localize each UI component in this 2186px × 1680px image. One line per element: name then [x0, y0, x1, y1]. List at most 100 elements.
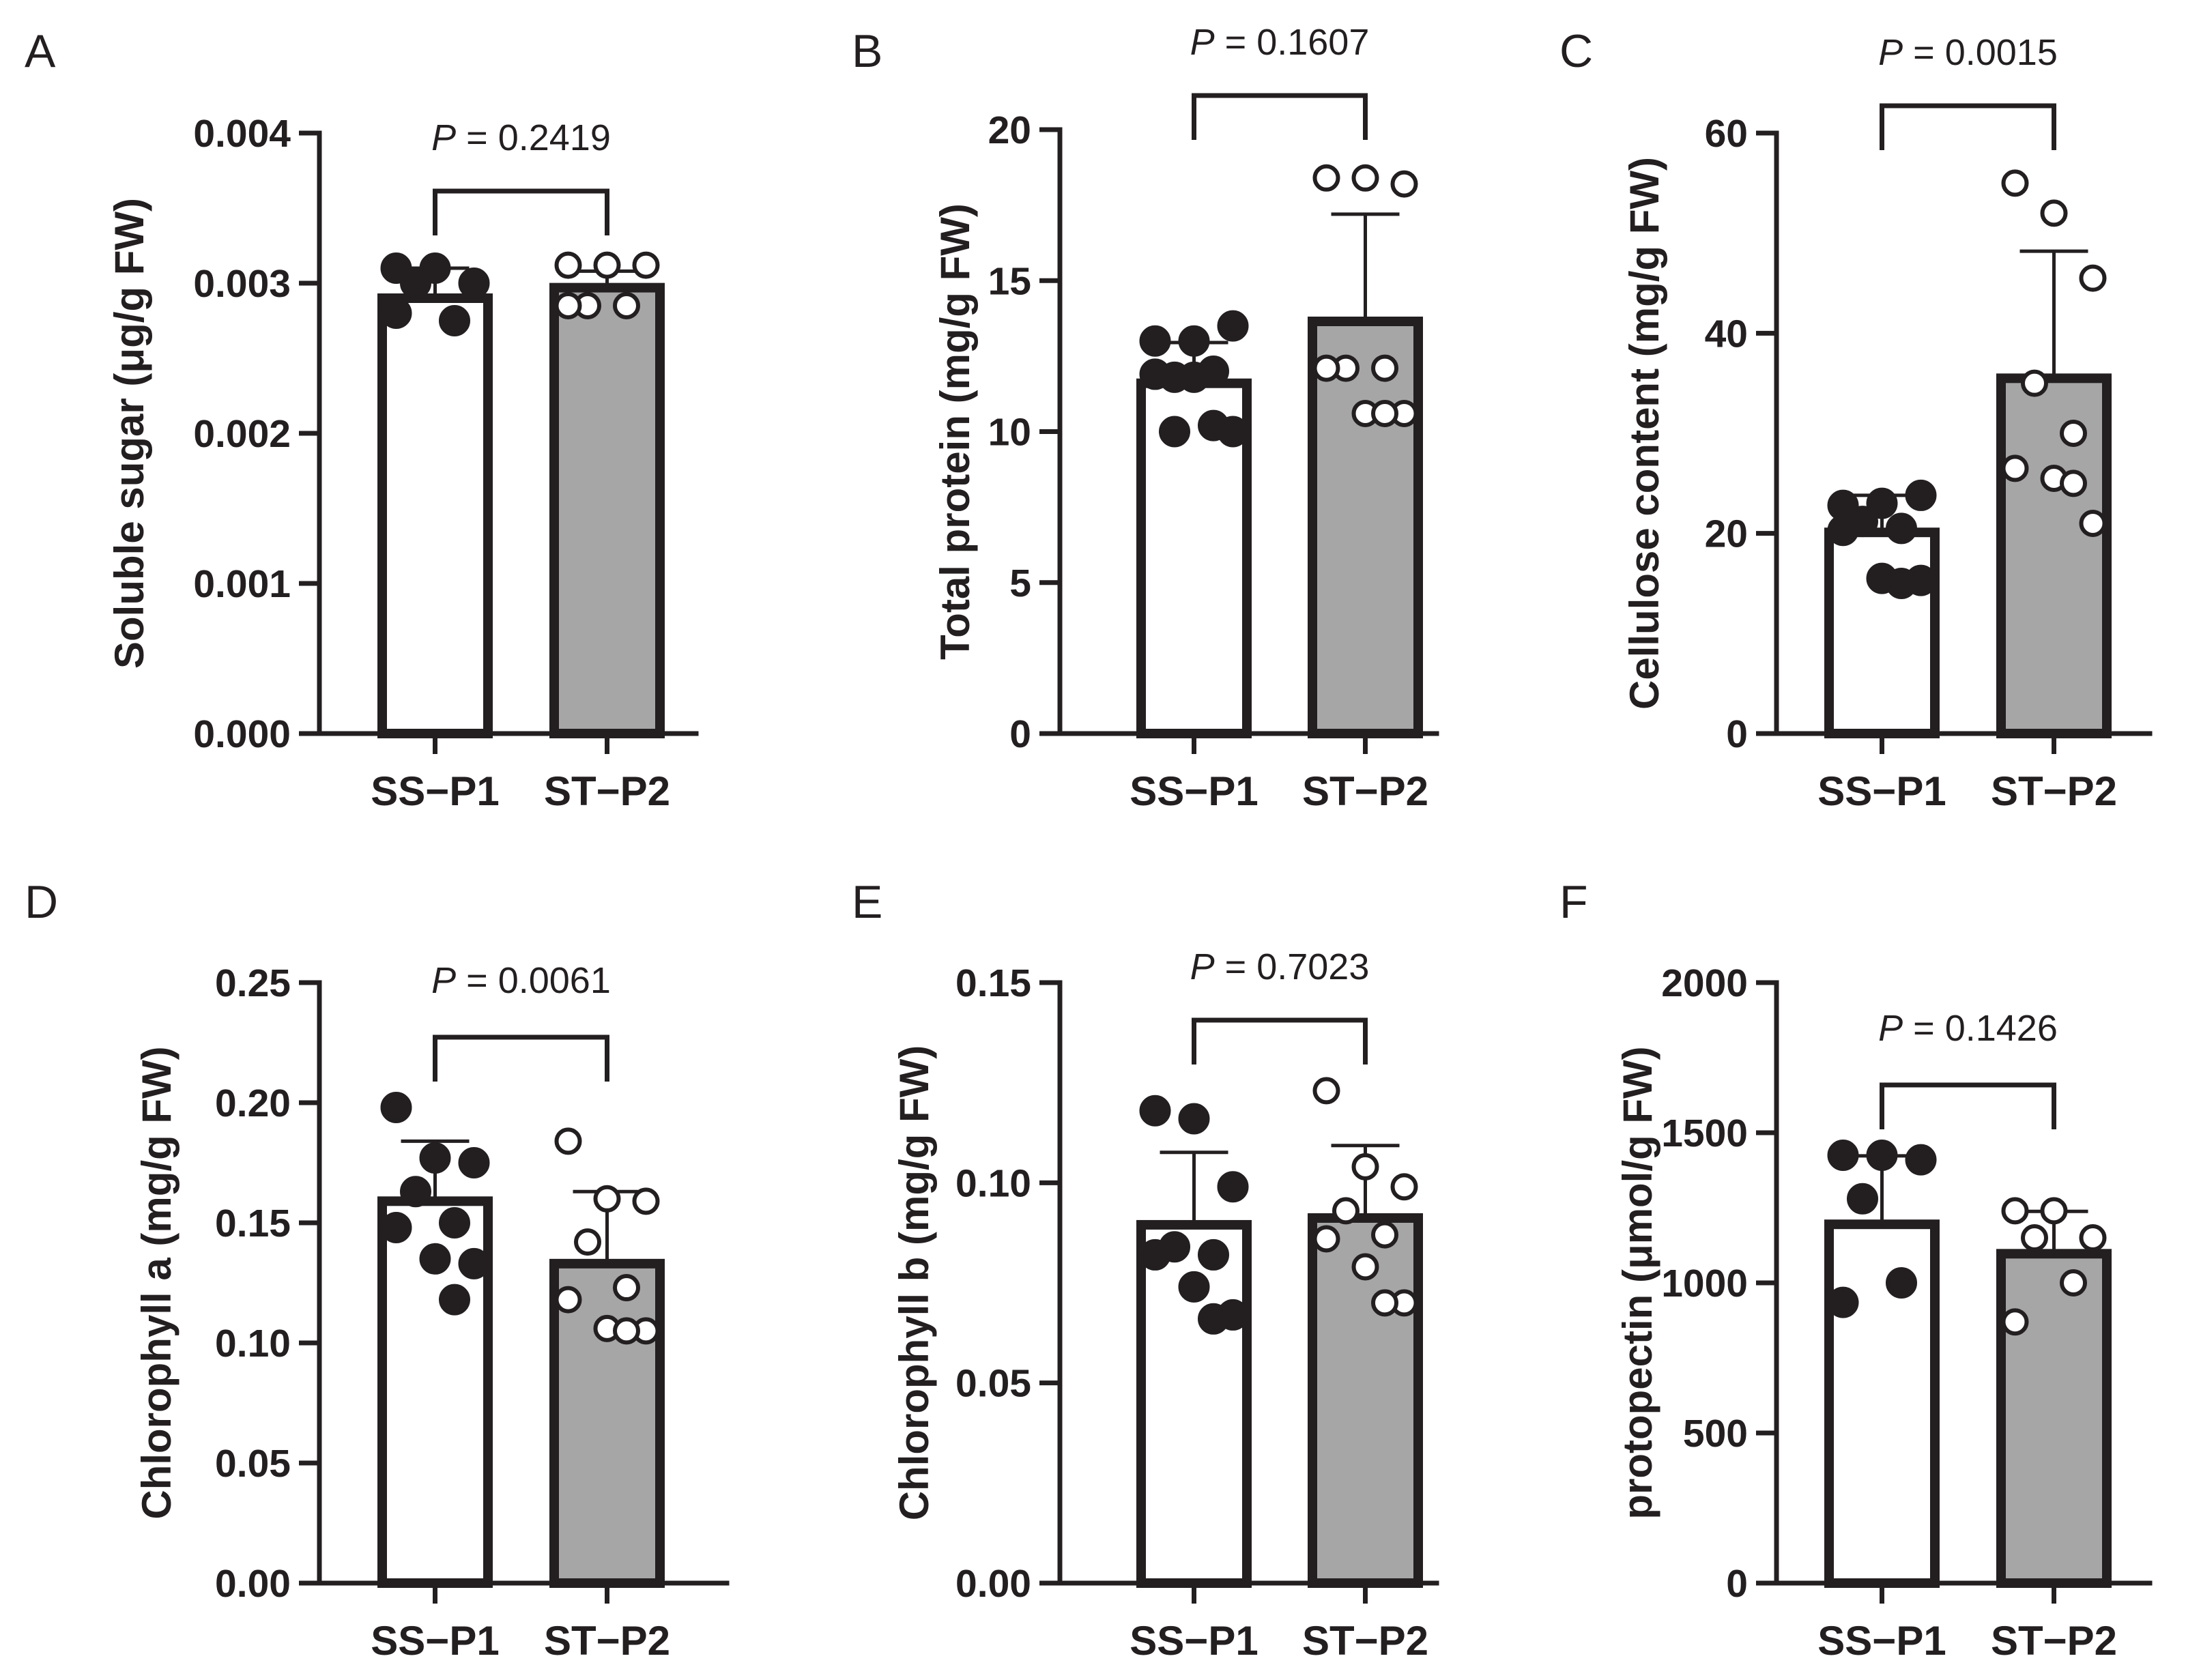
significance-bracket [1880, 1082, 2056, 1129]
point-ss-p1 [419, 1142, 451, 1174]
panel-label: E [852, 876, 882, 928]
point-st-p2 [2001, 1308, 2029, 1336]
p-value: = 0.0061 [456, 960, 611, 1001]
point-st-p2 [2060, 420, 2087, 447]
point-ss-p1 [1886, 512, 1917, 545]
y-tick-label: 0.05 [215, 1442, 291, 1486]
point-ss-p1 [1178, 361, 1210, 393]
p-value-label: P = 0.1607 [1190, 22, 1370, 63]
point-ss-p1 [439, 305, 470, 336]
point-st-p2 [1351, 1253, 1379, 1281]
point-st-p2 [2021, 1224, 2048, 1251]
p-value: = 0.7023 [1215, 946, 1370, 987]
y-axis-title: Cellulose content (mg/g FW) [1622, 157, 1667, 710]
significance-bracket [1192, 93, 1368, 140]
point-st-p2 [2021, 369, 2048, 397]
y-tick-label: 0.10 [955, 1161, 1031, 1205]
p-value: = 0.2419 [456, 117, 611, 158]
point-st-p2 [2079, 264, 2107, 292]
point-ss-p1 [1217, 310, 1249, 342]
point-st-p2 [632, 251, 660, 279]
point-st-p2 [2079, 1224, 2107, 1251]
x-tick-label: ST−P2 [544, 768, 670, 814]
significance-bracket [1880, 103, 2056, 150]
p-value-label: P = 0.0061 [431, 960, 611, 1001]
p-symbol: P [1190, 946, 1215, 987]
y-tick-label: 10 [988, 411, 1031, 454]
y-tick-label: 0 [1009, 712, 1031, 756]
point-st-p2 [1371, 1221, 1398, 1249]
p-symbol: P [1878, 1008, 1903, 1049]
y-tick-label: 0.000 [193, 712, 291, 756]
point-st-p2 [1312, 1225, 1340, 1253]
point-st-p2 [613, 1274, 640, 1302]
point-st-p2 [2040, 1197, 2068, 1225]
p-value: = 0.0015 [1903, 32, 2058, 73]
point-st-p2 [554, 1286, 582, 1314]
point-ss-p1 [1905, 1144, 1937, 1176]
bar-1 [1824, 1219, 1940, 1588]
y-tick-label: 0.20 [215, 1082, 291, 1125]
point-ss-p1 [1178, 1103, 1210, 1135]
significance-bracket [1192, 1017, 1368, 1065]
point-st-p2 [1390, 1173, 1418, 1201]
x-tick-label: SS−P1 [1130, 768, 1258, 814]
point-ss-p1 [1178, 1271, 1210, 1303]
point-st-p2 [613, 292, 640, 319]
point-st-p2 [554, 251, 582, 279]
x-tick-label: ST−P2 [544, 1618, 670, 1664]
point-ss-p1 [1866, 487, 1898, 519]
point-st-p2 [2040, 199, 2068, 227]
point-st-p2 [613, 1317, 640, 1345]
point-ss-p1 [458, 1247, 490, 1279]
panel-label: D [25, 876, 58, 928]
point-ss-p1 [400, 267, 431, 299]
point-ss-p1 [1198, 409, 1229, 441]
point-ss-p1 [1886, 1267, 1917, 1299]
p-value: = 0.1607 [1215, 22, 1370, 63]
y-tick-label: 0.004 [193, 112, 291, 156]
point-ss-p1 [1139, 1239, 1171, 1271]
point-st-p2 [2001, 169, 2029, 197]
point-ss-p1 [380, 1092, 412, 1124]
panel-label: C [1559, 25, 1593, 77]
point-ss-p1 [439, 1207, 470, 1239]
point-st-p2 [1312, 354, 1340, 382]
y-tick-label: 0.00 [955, 1562, 1031, 1606]
y-tick-label: 5 [1009, 562, 1031, 605]
point-ss-p1 [1217, 1171, 1249, 1203]
y-tick-label: 1500 [1661, 1112, 1748, 1155]
point-st-p2 [2079, 510, 2107, 537]
point-st-p2 [574, 1228, 601, 1256]
bar-2 [1996, 373, 2112, 738]
x-tick-label: SS−P1 [1817, 1618, 1946, 1664]
y-tick-label: 0.15 [215, 1202, 291, 1245]
point-st-p2 [2060, 469, 2087, 497]
x-tick-label: SS−P1 [371, 1618, 499, 1664]
y-tick-label: 0.002 [193, 412, 291, 456]
point-st-p2 [2060, 1269, 2087, 1297]
panel-label: A [25, 25, 56, 77]
p-value-label: P = 0.7023 [1190, 946, 1370, 987]
point-st-p2 [1371, 399, 1398, 427]
y-tick-label: 0 [1726, 1562, 1748, 1606]
point-ss-p1 [380, 1212, 412, 1244]
y-tick-label: 15 [988, 259, 1031, 303]
x-tick-label: SS−P1 [1817, 768, 1946, 814]
panel-a: A Soluble sugar (μg/g FW) 0.000 0.001 0.002 0… [25, 25, 699, 814]
p-symbol: P [431, 960, 456, 1001]
bar-2 [1308, 316, 1423, 738]
y-tick-label: 0.001 [193, 562, 291, 606]
panel-c: C Cellulose content (mg/g FW) 0 20 40 60 SS−P1… [1559, 25, 2153, 814]
point-st-p2 [1312, 164, 1340, 192]
p-value-label: P = 0.2419 [431, 117, 611, 158]
y-tick-label: 0.003 [193, 262, 291, 306]
y-tick-label: 60 [1705, 112, 1748, 156]
x-tick-label: ST−P2 [1302, 1618, 1428, 1664]
point-ss-p1 [1139, 325, 1171, 357]
point-ss-p1 [380, 298, 412, 329]
point-st-p2 [1390, 170, 1418, 198]
p-value-label: P = 0.0015 [1878, 32, 2058, 73]
